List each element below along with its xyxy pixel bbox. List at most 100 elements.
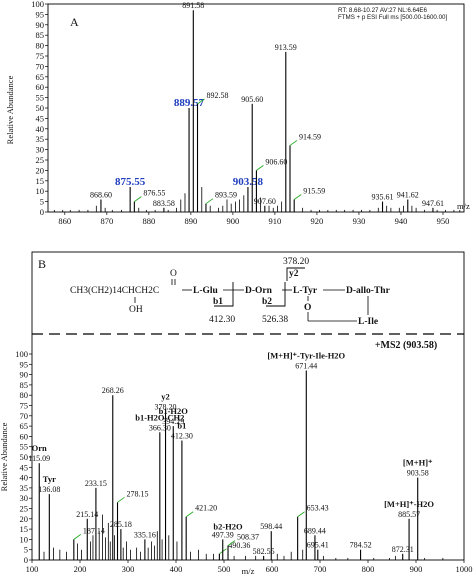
panel-b-label: B xyxy=(38,257,46,271)
panel-b-ytick-label: 0 xyxy=(24,555,28,565)
panel-b-peak-annotation: [M+H]⁺ xyxy=(403,458,433,468)
panel-a-ytick-label: 50 xyxy=(36,103,45,113)
structure-residue-2: D-Orn xyxy=(245,286,273,296)
panel-b-ytick-label: 55 xyxy=(20,442,29,452)
panel-a-ytick-label: 75 xyxy=(36,51,45,61)
panel-b-xtick-label: 100 xyxy=(26,564,39,574)
structure-residue-4: D-allo-Thr xyxy=(346,286,391,296)
panel-a-ytick-label: 35 xyxy=(36,134,45,144)
panel-a-peak-label: 876.55 xyxy=(143,189,165,198)
panel-b-peak-label: 653.43 xyxy=(307,504,329,513)
panel-b-ytick-label: 35 xyxy=(20,483,29,493)
panel-b-ytick-label: 75 xyxy=(20,401,29,411)
panel-b-peak-label: 671.44 xyxy=(295,361,317,370)
panel-a-ytick-label: 30 xyxy=(36,145,45,155)
structure-oh: OH xyxy=(129,305,143,315)
panel-a-xtick-label: 870 xyxy=(100,216,113,226)
panel-a-ytick-label: 65 xyxy=(36,72,45,82)
panel-a-peak-label: 905.60 xyxy=(241,95,263,104)
panel-b-peak-label: 412.30 xyxy=(171,432,193,441)
fragment-b1-marker xyxy=(214,282,234,307)
panel-a-ytick-label: 95 xyxy=(36,9,45,19)
panel-b-ytick-label: 70 xyxy=(20,411,29,421)
panel-b-xtick-label: 1000 xyxy=(456,564,473,574)
panel-b-axes: 0510152025303540455055606570758085909510… xyxy=(15,349,472,574)
panel-b-ytick-label: 40 xyxy=(20,473,29,483)
panel-b-ytick-label: 25 xyxy=(20,504,29,514)
lipopeptide-structure: CH3(CH2)14CHCH2C OH O L-Glu D-Orn L-Tyr … xyxy=(70,257,391,327)
fragment-b1-mz: 412.30 xyxy=(209,315,235,325)
panel-b-peak-label: 497.39 xyxy=(212,530,234,539)
panel-a-peak-label: 875.55 xyxy=(115,176,146,188)
structure-ile: L-Ile xyxy=(358,317,378,327)
panel-a-xtick-label: 900 xyxy=(227,216,240,226)
panel-b-xtick-label: 800 xyxy=(362,564,375,574)
panel-b-peak-leader xyxy=(227,540,236,546)
panel-a-peak-label: 883.58 xyxy=(153,199,175,208)
panel-b-peak-label: 872.31 xyxy=(392,545,414,554)
panel-b-ytick-label: 5 xyxy=(24,545,28,555)
panel-b-xtick-label: 900 xyxy=(410,564,423,574)
panel-a-axes: 0510152025303540455055606570758085909510… xyxy=(31,0,449,226)
fragment-y2-marker xyxy=(286,267,305,281)
panel-a-peak-leader xyxy=(293,194,302,200)
structure-carbonyl-o: O xyxy=(170,269,177,279)
panel-a-peak-leader xyxy=(205,198,214,205)
panel-b-ylabel: Relative Abundance xyxy=(0,422,9,491)
panel-b-ytick-label: 45 xyxy=(20,462,29,472)
panel-a-ytick-label: 90 xyxy=(36,20,45,30)
panel-a-xlabel: m/z xyxy=(457,201,470,211)
panel-a-ytick-label: 25 xyxy=(36,155,45,165)
panel-a-peak-label: 907.60 xyxy=(254,197,276,206)
panel-b-peak-label: 268.26 xyxy=(102,386,124,395)
panel-a-ytick-label: 55 xyxy=(36,93,45,103)
panel-a-peak-label: 914.59 xyxy=(299,132,321,141)
panel-a-info-line-2: FTMS + p ESI Full ms [500.00-1600.00] xyxy=(338,14,447,21)
panel-a-ytick-label: 20 xyxy=(36,165,45,175)
panel-b-peak-label: 233.15 xyxy=(85,479,107,488)
panel-b-peak-label: 187.14 xyxy=(83,526,105,535)
panel-a-label: A xyxy=(70,15,79,29)
panel-b-title: +MS2 (903.58) xyxy=(375,340,437,351)
panel-b-peak-label: 366.30 xyxy=(149,423,171,432)
panel-a-peak-label: 868.60 xyxy=(90,191,112,200)
panel-b-peak-label: 394.29 xyxy=(162,417,184,426)
panel-b-peak-annotation: b1-H2O-CH2 xyxy=(135,412,184,422)
panel-b-peak-label: 689.44 xyxy=(304,526,326,535)
panel-a-peak-leader xyxy=(256,165,264,171)
panel-a-xtick-label: 940 xyxy=(395,216,408,226)
panel-b-frame xyxy=(31,251,465,561)
panel-a-peak-label: 935.61 xyxy=(372,193,394,202)
panel-b-ytick-label: 30 xyxy=(20,493,29,503)
panel-b-peak-annotation: [M+H]⁺-Tyr-Ile-H2O xyxy=(267,350,345,360)
panel-b-peak-label: 582.55 xyxy=(253,547,275,556)
panel-a-xtick-label: 950 xyxy=(437,216,450,226)
panel-b-peak-annotation: b1-H2O xyxy=(159,406,189,416)
panel-b-peak-label: 885.57 xyxy=(398,510,420,519)
panel-a-xtick-label: 910 xyxy=(269,216,282,226)
fragment-b2-marker xyxy=(266,282,286,307)
panel-b-peak-label: 903.58 xyxy=(407,469,429,478)
fragment-y2-mz: 378.20 xyxy=(283,257,309,267)
fragment-b2-label: b2 xyxy=(262,297,272,307)
panel-a-peak-label: 906.60 xyxy=(265,157,287,166)
panel-a-ytick-label: 60 xyxy=(36,82,45,92)
panel-b-peak-annotation: Orn xyxy=(32,443,47,453)
panel-b-peak-annotation: [M+H]⁺-H2O xyxy=(384,499,434,509)
panel-a-ytick-label: 15 xyxy=(36,176,45,186)
panel-b-xlabel: m/z xyxy=(242,566,255,576)
panel-a-xtick-label: 930 xyxy=(353,216,366,226)
panel-a-ylabel: Relative Abundance xyxy=(5,75,15,144)
panel-b-ytick-label: 100 xyxy=(15,349,28,359)
panel-a-ytick-label: 85 xyxy=(36,30,45,40)
panel-b-peak-label: 421.20 xyxy=(195,504,217,513)
panel-b-peak-label: 278.15 xyxy=(127,489,149,498)
panel-b-peak-label: 115.09 xyxy=(28,454,50,463)
panel-a-xtick-label: 890 xyxy=(184,216,197,226)
panel-a-ytick-label: 40 xyxy=(36,124,45,134)
panel-b-peak-label: 784.52 xyxy=(350,541,372,550)
panel-a-peak-label: 892.58 xyxy=(207,91,229,100)
panel-b-peak-label: 285.18 xyxy=(110,520,132,529)
structure-residue-1: L-Glu xyxy=(193,286,219,296)
